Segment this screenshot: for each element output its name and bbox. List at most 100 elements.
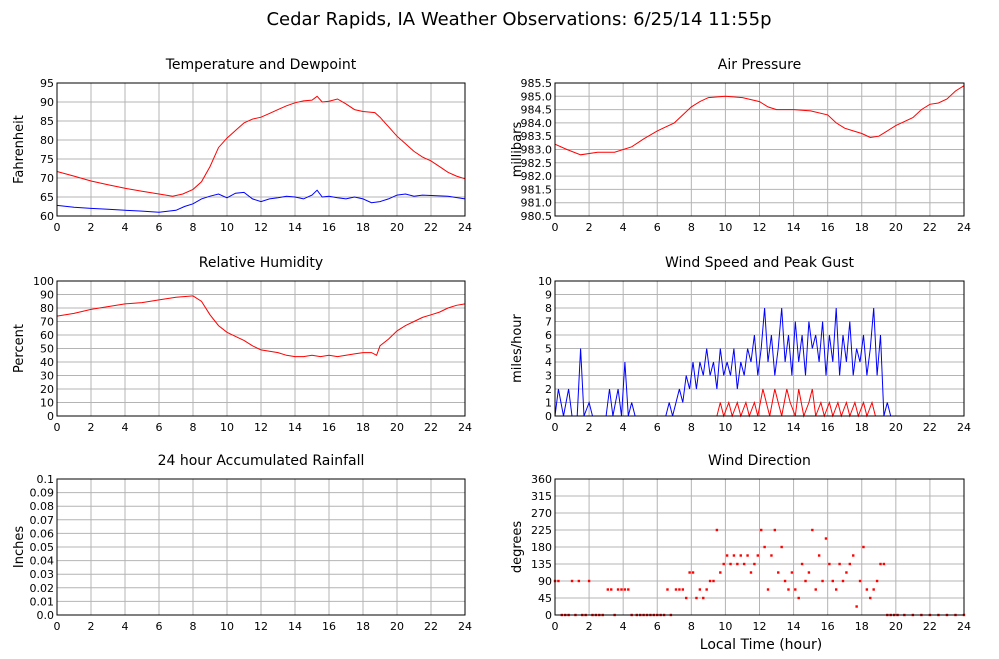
x-tick-label: 6 (156, 620, 163, 633)
y-tick-label: 225 (531, 524, 552, 537)
y-tick-label: 0.0 (37, 609, 55, 622)
x-tick-label: 10 (220, 221, 234, 234)
y-tick-label: 315 (531, 490, 552, 503)
plot-frame (56, 280, 466, 417)
x-tick-label: 2 (88, 421, 95, 434)
wind-direction-point (824, 537, 828, 540)
chart-panels: 0 2 4 6 8 10 12 14 16 18 20 22 246065707580859095Tem… (12, 57, 971, 633)
x-tick-label: 18 (855, 620, 869, 633)
y-tick-label: 1 (545, 397, 552, 410)
y-tick-label: 90 (40, 96, 54, 109)
wind-direction-point (763, 545, 766, 549)
plot-frame (554, 82, 965, 217)
chart-panel: 0 2 4 6 8 10 12 14 16 18 20 22 240.00.010.020.030.04… (12, 453, 472, 633)
y-tick-label: 70 (40, 172, 54, 185)
wind-direction-point (746, 554, 749, 557)
wind-direction-point (848, 562, 852, 566)
x-tick-label: 14 (288, 620, 302, 633)
x-tick-label: 16 (821, 421, 835, 434)
y-tick-label: 0 (545, 410, 552, 423)
wind-direction-point (688, 571, 691, 574)
wind-direction-point (862, 545, 865, 549)
wind-direction-point (773, 528, 777, 532)
x-tick-label: 22 (923, 620, 937, 633)
wind-direction-point (570, 579, 574, 583)
wind-direction-point (760, 528, 763, 532)
y-tick-label: 80 (40, 302, 54, 315)
x-tick-label: 12 (753, 221, 767, 234)
wind-direction-point (794, 588, 797, 591)
wind-direction-point (831, 579, 834, 583)
plot-frame (554, 478, 965, 616)
x-tick-label: 0 (552, 221, 559, 234)
y-tick-label: 985.5 (521, 77, 553, 90)
x-tick-label: 20 (390, 221, 404, 234)
wind-direction-point (821, 579, 824, 583)
y-tick-label: 984.0 (521, 117, 553, 130)
wind-direction-point (736, 562, 739, 566)
y-tick-label: 981.0 (521, 197, 553, 210)
wind-direction-point (749, 571, 753, 574)
wind-direction-point (742, 562, 746, 566)
x-tick-label: 10 (220, 620, 234, 633)
y-tick-label: 2 (545, 383, 552, 396)
panel-title: 24 hour Accumulated Rainfall (158, 453, 365, 469)
wind-direction-point (732, 554, 736, 557)
x-tick-label: 16 (322, 221, 336, 234)
wind-direction-point (616, 588, 620, 591)
x-tick-label: 18 (356, 221, 370, 234)
x-tick-label: 22 (424, 620, 438, 633)
x-tick-label: 8 (190, 221, 197, 234)
y-tick-label: 983.0 (521, 144, 553, 157)
x-tick-label: 16 (821, 620, 835, 633)
x-tick-label: 12 (753, 620, 767, 633)
wind-direction-point (828, 562, 831, 566)
x-tick-label: 24 (458, 221, 472, 234)
x-axis-label: Local Time (hour) (700, 637, 822, 653)
y-tick-label: 90 (40, 289, 54, 302)
y-tick-label: 70 (40, 316, 54, 329)
chart-panel: 0 2 4 6 8 10 12 14 16 18 20 22 24980.5981.0981.5982.… (510, 57, 971, 234)
y-tick-label: 983.5 (521, 130, 553, 143)
wind-direction-point (623, 588, 627, 591)
y-tick-label: 30 (40, 370, 54, 383)
x-tick-label: 18 (356, 421, 370, 434)
wind-direction-point (606, 588, 610, 591)
y-tick-label: 10 (538, 275, 552, 288)
wind-direction-point (753, 562, 756, 566)
wind-direction-point (777, 571, 780, 574)
wind-direction-point (719, 571, 722, 574)
x-tick-label: 8 (190, 620, 197, 633)
y-tick-label: 982.0 (521, 170, 553, 183)
wind-direction-point (666, 588, 669, 591)
x-tick-label: 12 (254, 221, 268, 234)
x-tick-label: 14 (288, 421, 302, 434)
x-tick-label: 14 (288, 221, 302, 234)
wind-direction-point (691, 571, 695, 574)
x-tick-label: 20 (889, 221, 903, 234)
wind-direction-point (681, 588, 685, 591)
wind-direction-point (610, 588, 613, 591)
y-tick-label: 360 (531, 473, 552, 486)
x-tick-label: 0 (54, 620, 61, 633)
panel-title: Air Pressure (718, 57, 801, 73)
x-tick-label: 22 (424, 421, 438, 434)
wind-direction-point (705, 588, 708, 591)
wind-direction-point (620, 588, 623, 591)
wind-direction-point (804, 579, 807, 583)
y-tick-label: 0.04 (30, 555, 55, 568)
x-tick-label: 2 (586, 221, 593, 234)
wind-direction-point (841, 579, 845, 583)
x-tick-label: 2 (586, 421, 593, 434)
y-tick-label: 9 (545, 289, 552, 302)
wind-direction-point (797, 596, 800, 600)
wind-direction-point (729, 562, 732, 566)
wind-direction-point (787, 588, 790, 591)
x-tick-label: 8 (190, 421, 197, 434)
panel-title: Relative Humidity (199, 255, 323, 271)
x-tick-label: 16 (322, 620, 336, 633)
panel-title: Temperature and Dewpoint (165, 57, 357, 73)
wind-direction-point (678, 588, 681, 591)
wind-direction-point (685, 596, 688, 600)
